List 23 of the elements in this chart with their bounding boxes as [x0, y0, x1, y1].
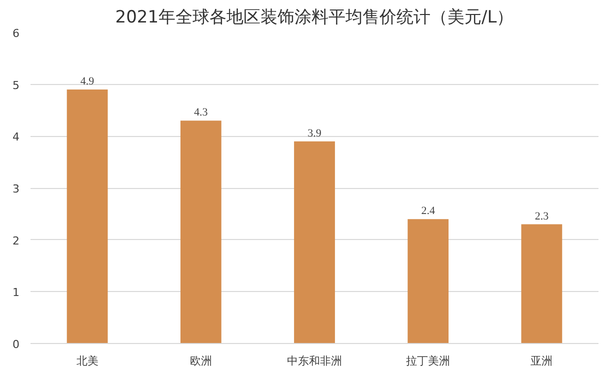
bar: [408, 219, 449, 344]
y-tick-label: 1: [12, 286, 20, 300]
bar: [521, 224, 562, 344]
y-tick-label: 2: [12, 234, 20, 248]
data-label: 3.9: [308, 127, 322, 140]
y-tick-label: 6: [12, 27, 20, 40]
data-label: 4.9: [80, 76, 95, 88]
x-tick-label: 中东和非洲: [287, 354, 342, 368]
bar: [180, 120, 222, 344]
y-tick-label: 3: [12, 182, 20, 196]
x-tick-label: 拉丁美洲: [406, 354, 450, 368]
bar: [66, 90, 108, 344]
chart-title: 2021年全球各地区装饰涂料平均售价统计（美元/L）: [115, 8, 514, 28]
bar: [294, 141, 335, 344]
data-label: 2.4: [421, 205, 436, 218]
x-tick-label: 北美: [76, 354, 98, 368]
x-tick-label: 亚洲: [530, 354, 553, 368]
data-label: 2.3: [534, 210, 550, 222]
y-tick-label: 0: [12, 338, 20, 351]
data-label: 4.3: [194, 106, 208, 119]
x-tick-label: 欧洲: [190, 354, 212, 368]
y-tick-label: 4: [12, 130, 20, 144]
y-tick-label: 5: [12, 78, 20, 92]
